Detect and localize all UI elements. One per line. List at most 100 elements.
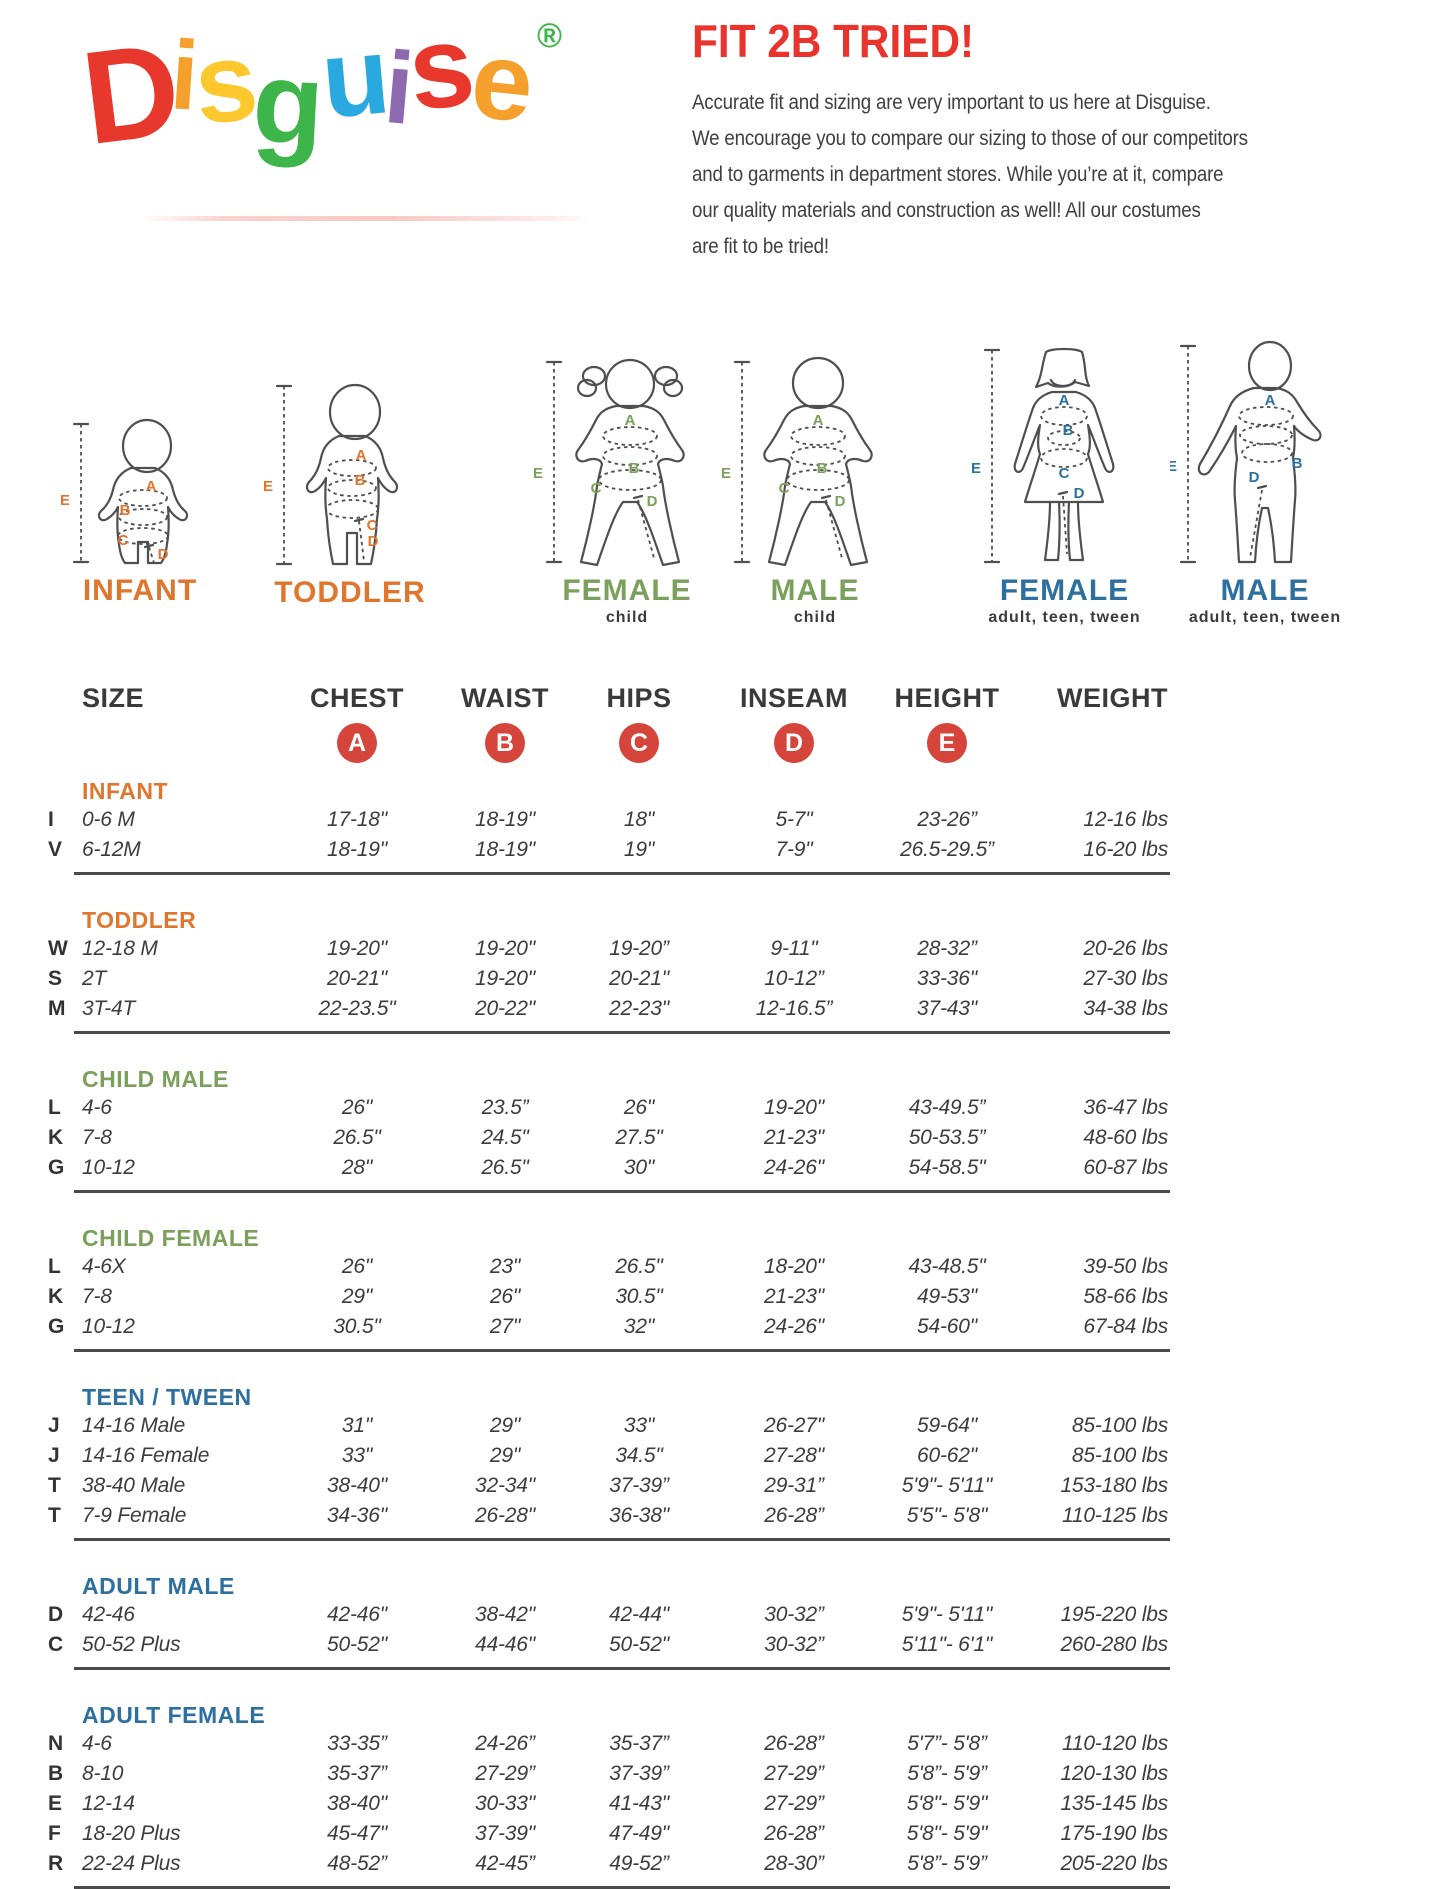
size-range: 7-8: [82, 1126, 112, 1149]
hips-value: 19": [623, 838, 655, 861]
size-code: B: [48, 1762, 64, 1785]
column-header-chest: CHEST: [309, 682, 404, 713]
waist-measure-ellipse: [1047, 430, 1081, 446]
height-value: 5'11"- 6'1": [901, 1633, 993, 1656]
waist-value: 23.5”: [481, 1096, 529, 1119]
inseam-letter: D: [1249, 469, 1260, 486]
table-row: K 7-8 29" 26" 30.5" 21-23" 49-53" 58-66 lbs: [48, 1282, 1170, 1312]
hips-value: 36-38": [609, 1504, 669, 1527]
chest-value: 31": [341, 1414, 373, 1437]
hips-value: 27.5": [615, 1126, 663, 1149]
chest-letter: A: [813, 412, 824, 429]
column-header-weight: WEIGHT: [1057, 682, 1168, 713]
waist-value: 20-22": [475, 997, 535, 1020]
hips-value: 32": [623, 1315, 655, 1338]
waist-value: 30-33": [475, 1792, 535, 1815]
waist-value: 23": [489, 1255, 521, 1278]
waist-value: 26.5": [481, 1156, 529, 1179]
inseam-letter: D: [368, 533, 379, 550]
waist-value: 18-19": [475, 838, 535, 861]
section-teen-tween: TEEN / TWEEN J 14-16 Male 31" 29" 33" 26-27" 5…: [48, 1352, 1170, 1541]
intro-heading: FIT 2B TRIED!: [692, 15, 975, 67]
height-value: 5'8”- 5'9”: [907, 1852, 987, 1875]
weight-value: 110-120 lbs: [1062, 1732, 1168, 1755]
table-row: L 4-6 26" 23.5” 26" 19-20" 43-49.5” 36-47 lbs: [48, 1093, 1170, 1123]
waist-badge: B: [485, 723, 525, 763]
hips-value: 26": [623, 1096, 655, 1119]
intro-text-line: We encourage you to compare our sizing t…: [692, 126, 1248, 150]
height-value: 43-49.5”: [908, 1096, 986, 1119]
inseam-letter: D: [158, 546, 169, 563]
pigtail: [581, 365, 607, 387]
inseam-value: 7-9": [775, 838, 813, 861]
hips-value: 34.5": [615, 1444, 663, 1467]
male-child-figure: E A B C D MALE child: [720, 354, 910, 627]
height-value: 5'9"- 5'11": [901, 1603, 993, 1626]
table-row: J 14-16 Female 33" 29" 34.5" 27-28" 60-62" 85-1…: [48, 1441, 1170, 1471]
height-value: 54-60": [917, 1315, 977, 1338]
waist-value: 44-46": [475, 1633, 535, 1656]
chest-measure-ellipse: [118, 489, 168, 507]
height-letter: E: [533, 465, 543, 482]
size-code: M: [48, 997, 66, 1020]
chest-value: 28": [341, 1156, 373, 1179]
waist-value: 29": [489, 1444, 521, 1467]
hips-measure-ellipse: [325, 499, 379, 519]
waist-value: 37-39": [475, 1822, 535, 1845]
table-row: C 50-52 Plus 50-52" 44-46" 50-52" 30-32” 5'11"…: [48, 1630, 1170, 1660]
waist-value: 19-20": [475, 937, 535, 960]
hips-letter: C: [1059, 465, 1070, 482]
height-badge: E: [927, 723, 967, 763]
female-adult-figure: E A B C D FEMALE adult, teen, tween: [972, 342, 1157, 627]
inseam-value: 27-28": [764, 1444, 824, 1467]
intro-text-line: our quality materials and construction a…: [692, 198, 1201, 222]
figure-sublabel: adult, teen, tween: [1188, 609, 1342, 626]
chest-value: 38-40": [327, 1474, 387, 1497]
inseam-value: 24-26": [764, 1315, 824, 1338]
chest-value: 48-52”: [327, 1852, 387, 1875]
section-divider: [74, 872, 1170, 875]
waist-value: 27": [489, 1315, 521, 1338]
weight-value: 39-50 lbs: [1083, 1255, 1168, 1278]
size-range: 4-6: [82, 1096, 112, 1119]
chest-letter: A: [1265, 392, 1276, 409]
size-code: W: [48, 937, 68, 960]
figure-label: MALE: [770, 574, 860, 607]
size-code: T: [48, 1504, 61, 1527]
male-child-figure-drawing: E A B C D: [721, 356, 873, 566]
table-row: R 22-24 Plus 48-52” 42-45” 49-52” 28-30” 5'8”-…: [48, 1849, 1170, 1879]
chest-value: 17-18": [327, 808, 387, 831]
weight-value: 34-38 lbs: [1083, 997, 1168, 1020]
size-code: E: [48, 1792, 63, 1815]
height-value: 5'7”- 5'8”: [907, 1732, 987, 1755]
figure-sublabel: adult, teen, tween: [988, 609, 1141, 626]
measure-badge-row: A B C D E: [48, 720, 1170, 766]
inseam-value: 21-23": [764, 1126, 824, 1149]
waist-value: 42-45”: [475, 1852, 535, 1875]
inseam-value: 28-30”: [764, 1852, 824, 1875]
height-value: 37-43": [917, 997, 977, 1020]
size-code: S: [48, 967, 63, 990]
male-adult-body: [1197, 386, 1322, 564]
female-adult-chin: [1049, 378, 1077, 388]
table-row: F 18-20 Plus 45-47" 37-39" 47-49" 26-28” 5'8"-…: [48, 1819, 1170, 1849]
inseam-value: 18-20": [764, 1255, 824, 1278]
chest-value: 29": [341, 1285, 373, 1308]
waist-value: 18-19": [475, 808, 535, 831]
inseam-badge: D: [774, 723, 814, 763]
height-value: 5'8"- 5'9": [906, 1822, 988, 1845]
inseam-value: 26-28”: [764, 1822, 824, 1845]
section-heading: INFANT: [82, 778, 169, 804]
size-range: 10-12: [82, 1315, 135, 1338]
size-code: T: [48, 1474, 61, 1497]
disguise-logo: Disguise®: [75, 0, 662, 219]
hips-measure-ellipse: [786, 469, 850, 491]
size-range: 8-10: [82, 1762, 124, 1785]
figure-sublabel: child: [793, 609, 837, 626]
logo-letter: e: [465, 17, 540, 146]
column-header-inseam: INSEAM: [739, 682, 848, 713]
section-heading: TEEN / TWEEN: [82, 1384, 252, 1410]
chest-value: 45-47": [327, 1822, 387, 1845]
weight-value: 27-30 lbs: [1083, 967, 1168, 990]
section-infant: INFANT I 0-6 M 17-18" 18-19" 18" 5-7" 23-26” 12…: [48, 766, 1170, 875]
